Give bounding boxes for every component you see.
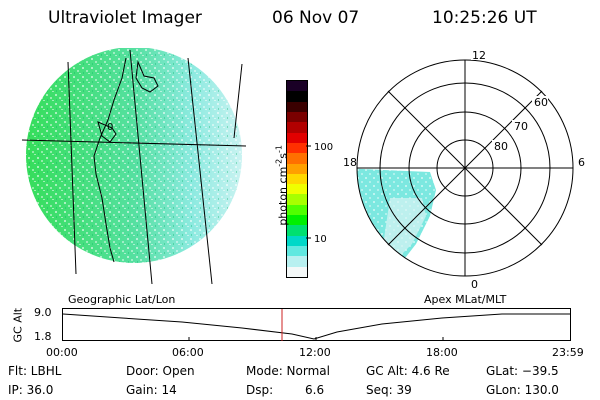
altitude-plot xyxy=(62,308,571,341)
colorbar-segment xyxy=(287,184,307,195)
time-label: 10:25:26 UT xyxy=(432,8,537,28)
mlat-label-70: 70 xyxy=(514,120,528,133)
colorbar-segment xyxy=(287,111,307,123)
date-label: 06 Nov 07 xyxy=(272,8,360,28)
altitude-curve xyxy=(62,313,570,340)
altitude-xtick-0600: 06:00 xyxy=(172,346,204,359)
altitude-ytick-top: 9.0 xyxy=(34,306,52,319)
colorbar-segment xyxy=(287,246,307,257)
colorbar-segment xyxy=(287,266,307,277)
colorbar xyxy=(286,80,308,278)
ip-info: IP: 36.0 xyxy=(8,383,54,397)
instrument-title: Ultraviolet Imager xyxy=(48,8,202,28)
polar-mlt-panel: 12 0 18 6 60 70 80 xyxy=(343,48,585,291)
altitude-xtick-1200: 12:00 xyxy=(299,346,331,359)
gain-info: Gain: 14 xyxy=(126,383,177,397)
colorbar-segment xyxy=(287,91,307,102)
colorbar-tick-10: 10 xyxy=(314,234,327,245)
colorbar-segment xyxy=(287,235,307,246)
glat-info: GLat: −39.5 xyxy=(486,364,559,378)
altitude-ylabel: GC Alt xyxy=(11,307,25,343)
colorbar-segment xyxy=(287,163,307,174)
colorbar-ticks: 100 10 xyxy=(306,142,333,245)
mlt-label-6: 6 xyxy=(578,156,585,169)
colorbar-unit-label: photon cm-2s-1 xyxy=(274,145,290,226)
geo-panel-label: Geographic Lat/Lon xyxy=(68,293,176,306)
colorbar-segment xyxy=(287,204,307,216)
seq-info: Seq: 39 xyxy=(366,383,412,397)
coastline xyxy=(93,57,127,263)
dsp-value: 6.6 xyxy=(305,383,325,397)
colorbar-segment xyxy=(287,173,307,185)
colorbar-segment xyxy=(287,132,307,143)
altitude-xtick-1800: 18:00 xyxy=(426,346,458,359)
colorbar-segment xyxy=(287,215,307,226)
colorbar-segment xyxy=(287,225,307,236)
colorbar-segment xyxy=(287,101,307,112)
altitude-xtick-0000: 00:00 xyxy=(46,346,78,359)
mode-info: Mode: Normal xyxy=(246,364,330,378)
mlt-label-12: 12 xyxy=(472,49,486,62)
polar-panel-label: Apex MLat/MLT xyxy=(424,293,507,306)
colorbar-segment xyxy=(287,153,307,164)
altitude-xtick-2359: 23:59 xyxy=(552,346,584,359)
mlat-label-80: 80 xyxy=(494,140,508,153)
colorbar-segment xyxy=(287,194,307,205)
colorbar-segment xyxy=(287,142,307,154)
colorbar-segment xyxy=(287,122,307,133)
glon-info: GLon: 130.0 xyxy=(486,383,559,397)
altitude-ytick-bottom: 1.8 xyxy=(34,330,52,343)
filter-info: Flt: LBHL xyxy=(8,364,62,378)
mlt-label-0: 0 xyxy=(471,278,478,291)
mlat-label-60: 60 xyxy=(534,96,548,109)
colorbar-segment xyxy=(287,256,307,267)
colorbar-tick-100: 100 xyxy=(314,142,333,153)
geo-lat-marker: 0 xyxy=(107,122,113,133)
door-info: Door: Open xyxy=(126,364,195,378)
geo-image-panel: 0 xyxy=(21,48,247,285)
colorbar-segment xyxy=(287,81,307,92)
dsp-label: Dsp: xyxy=(246,383,274,397)
gc-alt-info: GC Alt: 4.6 Re xyxy=(366,364,450,378)
mlt-label-18: 18 xyxy=(343,156,357,169)
